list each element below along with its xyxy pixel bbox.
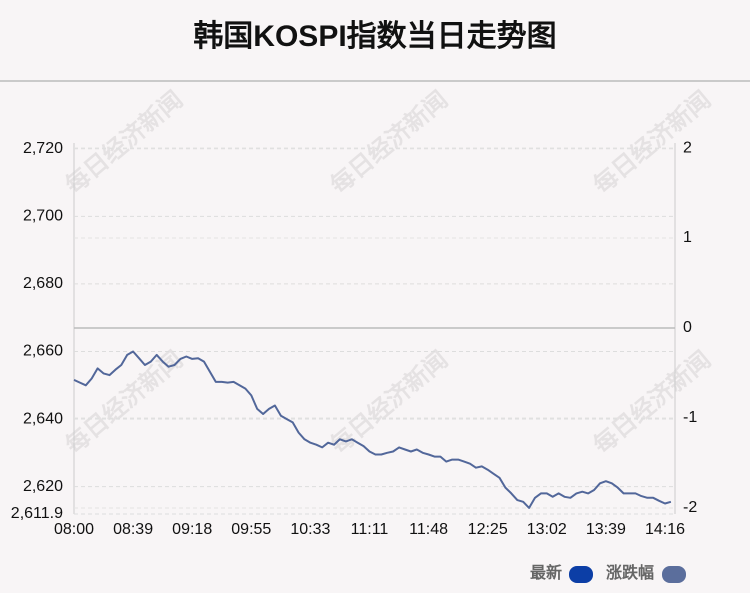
chart-title: 韩国KOSPI指数当日走势图 [193, 20, 556, 53]
legend-label: 涨跌幅 [606, 563, 654, 582]
y2-tick-label: 0 [683, 319, 692, 336]
x-tick-label: 13:02 [527, 521, 567, 538]
y-tick-label: 2,611.9 [11, 505, 63, 522]
watermark: 每日经济新闻 [325, 85, 453, 199]
y-tick-label: 2,640 [23, 410, 63, 427]
x-tick-label: 12:25 [468, 521, 508, 538]
watermark: 每日经济新闻 [60, 345, 188, 459]
x-tick-label: 13:39 [586, 521, 626, 538]
x-tick-label: 11:48 [409, 521, 448, 538]
y2-tick-label: -1 [683, 409, 697, 426]
watermark: 每日经济新闻 [588, 85, 716, 199]
price-line [73, 350, 672, 509]
legend-label: 最新 [530, 563, 562, 582]
watermark: 每日经济新闻 [588, 345, 716, 459]
legend-swatch [662, 566, 686, 583]
y2-tick-label: 1 [683, 229, 692, 246]
watermark: 每日经济新闻 [60, 85, 188, 199]
y-tick-label: 2,660 [23, 343, 63, 360]
watermark: 每日经济新闻 [325, 345, 453, 459]
x-tick-label: 08:00 [54, 521, 94, 538]
watermarks: 每日经济新闻 每日经济新闻 每日经济新闻 每日经济新闻 每日经济新闻 每日经济新… [60, 85, 716, 459]
y2-tick-label: 2 [683, 139, 692, 156]
y-tick-label: 2,700 [23, 208, 63, 225]
x-tick-label: 10:33 [290, 521, 330, 538]
y-tick-label: 2,720 [23, 140, 63, 157]
x-tick-label: 09:55 [231, 521, 271, 538]
legend-swatch [569, 566, 593, 583]
y-tick-label: 2,680 [23, 275, 63, 292]
x-tick-label: 08:39 [113, 521, 153, 538]
y2-tick-label: -2 [683, 499, 697, 516]
x-tick-label: 14:16 [645, 521, 685, 538]
y-tick-label: 2,620 [23, 478, 63, 495]
x-tick-label: 11:11 [351, 521, 389, 538]
x-tick-label: 09:18 [172, 521, 212, 538]
